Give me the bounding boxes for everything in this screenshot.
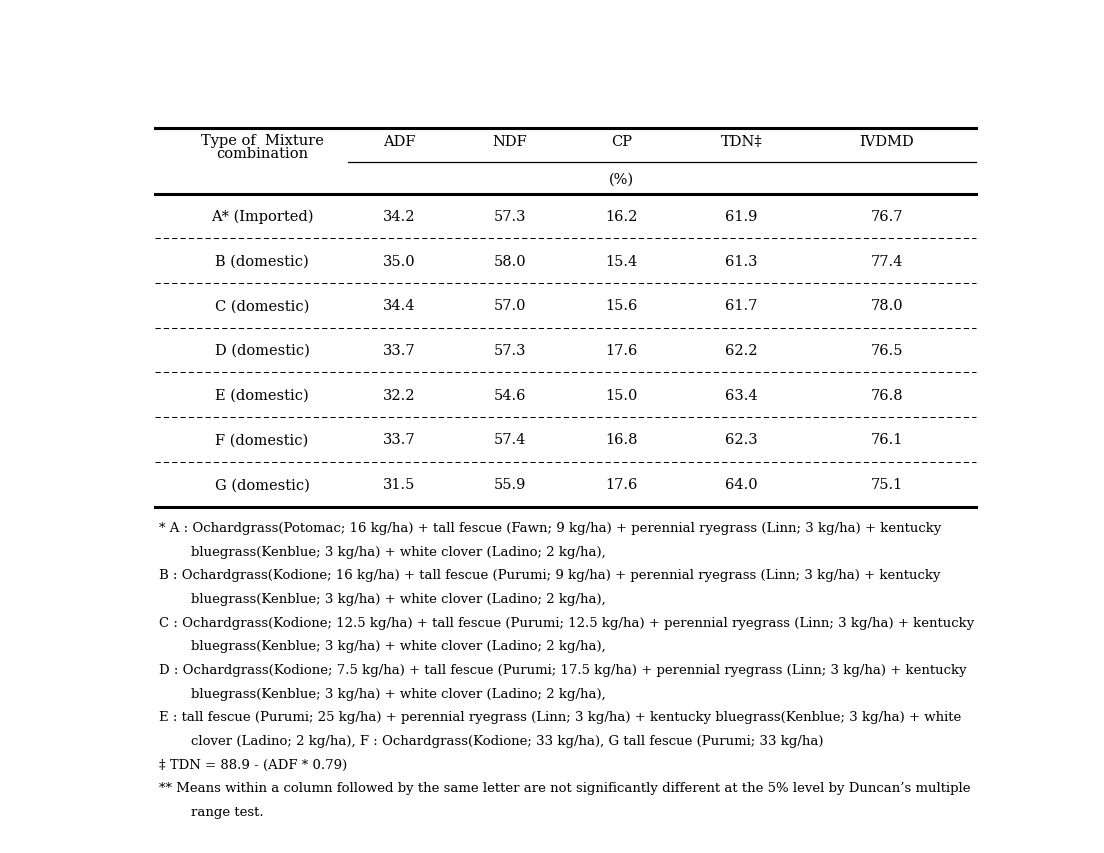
Text: 61.9: 61.9: [725, 210, 757, 223]
Text: C (domestic): C (domestic): [215, 299, 309, 313]
Text: bluegrass(Kenblue; 3 kg/ha) + white clover (Ladino; 2 kg/ha),: bluegrass(Kenblue; 3 kg/ha) + white clov…: [191, 545, 606, 558]
Text: 16.8: 16.8: [605, 433, 638, 447]
Text: NDF: NDF: [492, 135, 528, 148]
Text: IVDMD: IVDMD: [859, 135, 914, 148]
Text: 58.0: 58.0: [493, 254, 527, 269]
Text: bluegrass(Kenblue; 3 kg/ha) + white clover (Ladino; 2 kg/ha),: bluegrass(Kenblue; 3 kg/ha) + white clov…: [191, 640, 606, 653]
Text: ADF: ADF: [383, 135, 415, 148]
Text: 62.2: 62.2: [725, 344, 757, 357]
Text: 33.7: 33.7: [383, 433, 415, 447]
Text: TDN‡: TDN‡: [721, 135, 762, 148]
Text: 55.9: 55.9: [493, 478, 527, 491]
Text: 76.7: 76.7: [870, 210, 903, 223]
Text: bluegrass(Kenblue; 3 kg/ha) + white clover (Ladino; 2 kg/ha),: bluegrass(Kenblue; 3 kg/ha) + white clov…: [191, 687, 606, 700]
Text: D (domestic): D (domestic): [214, 344, 309, 357]
Text: B (domestic): B (domestic): [215, 254, 309, 269]
Text: 78.0: 78.0: [870, 299, 903, 313]
Text: 64.0: 64.0: [725, 478, 757, 491]
Text: 76.8: 76.8: [870, 388, 903, 403]
Text: 33.7: 33.7: [383, 344, 415, 357]
Text: (%): (%): [608, 172, 634, 186]
Text: 57.0: 57.0: [493, 299, 527, 313]
Text: F (domestic): F (domestic): [215, 433, 309, 447]
Text: 15.6: 15.6: [605, 299, 638, 313]
Text: D : Ochardgrass(Kodione; 7.5 kg/ha) + tall fescue (Purumi; 17.5 kg/ha) + perenni: D : Ochardgrass(Kodione; 7.5 kg/ha) + ta…: [159, 664, 967, 676]
Text: range test.: range test.: [191, 805, 264, 818]
Text: 17.6: 17.6: [605, 344, 638, 357]
Text: 76.1: 76.1: [870, 433, 903, 447]
Text: 57.3: 57.3: [493, 210, 527, 223]
Text: A* (Imported): A* (Imported): [211, 210, 314, 223]
Text: C : Ochardgrass(Kodione; 12.5 kg/ha) + tall fescue (Purumi; 12.5 kg/ha) + perenn: C : Ochardgrass(Kodione; 12.5 kg/ha) + t…: [159, 616, 975, 629]
Text: 75.1: 75.1: [871, 478, 903, 491]
Text: * A : Ochardgrass(Potomac; 16 kg/ha) + tall fescue (Fawn; 9 kg/ha) + perennial r: * A : Ochardgrass(Potomac; 16 kg/ha) + t…: [159, 521, 942, 534]
Text: bluegrass(Kenblue; 3 kg/ha) + white clover (Ladino; 2 kg/ha),: bluegrass(Kenblue; 3 kg/ha) + white clov…: [191, 592, 606, 606]
Text: 57.3: 57.3: [493, 344, 527, 357]
Text: CP: CP: [611, 135, 631, 148]
Text: 16.2: 16.2: [605, 210, 638, 223]
Text: 76.5: 76.5: [870, 344, 903, 357]
Text: 17.6: 17.6: [605, 478, 638, 491]
Text: ‡ TDN = 88.9 - (ADF * 0.79): ‡ TDN = 88.9 - (ADF * 0.79): [159, 757, 348, 771]
Text: E (domestic): E (domestic): [215, 388, 309, 403]
Text: B : Ochardgrass(Kodione; 16 kg/ha) + tall fescue (Purumi; 9 kg/ha) + perennial r: B : Ochardgrass(Kodione; 16 kg/ha) + tal…: [159, 569, 941, 582]
Text: 32.2: 32.2: [383, 388, 415, 403]
Text: 62.3: 62.3: [725, 433, 757, 447]
Text: 54.6: 54.6: [493, 388, 527, 403]
Text: 34.2: 34.2: [383, 210, 415, 223]
Text: E : tall fescue (Purumi; 25 kg/ha) + perennial ryegrass (Linn; 3 kg/ha) + kentuc: E : tall fescue (Purumi; 25 kg/ha) + per…: [159, 711, 962, 723]
Text: ** Means within a column followed by the same letter are not significantly diffe: ** Means within a column followed by the…: [159, 781, 970, 794]
Text: clover (Ladino; 2 kg/ha), F : Ochardgrass(Kodione; 33 kg/ha), G tall fescue (Pur: clover (Ladino; 2 kg/ha), F : Ochardgras…: [191, 734, 824, 747]
Text: 77.4: 77.4: [870, 254, 903, 269]
Text: 15.0: 15.0: [605, 388, 638, 403]
Text: combination: combination: [216, 147, 308, 161]
Text: G (domestic): G (domestic): [214, 478, 309, 491]
Text: 34.4: 34.4: [383, 299, 415, 313]
Text: 61.3: 61.3: [725, 254, 757, 269]
Text: 35.0: 35.0: [383, 254, 415, 269]
Text: 63.4: 63.4: [725, 388, 757, 403]
Text: 57.4: 57.4: [493, 433, 527, 447]
Text: Type of  Mixture: Type of Mixture: [201, 134, 323, 148]
Text: 61.7: 61.7: [725, 299, 757, 313]
Text: 31.5: 31.5: [383, 478, 415, 491]
Text: 15.4: 15.4: [605, 254, 637, 269]
